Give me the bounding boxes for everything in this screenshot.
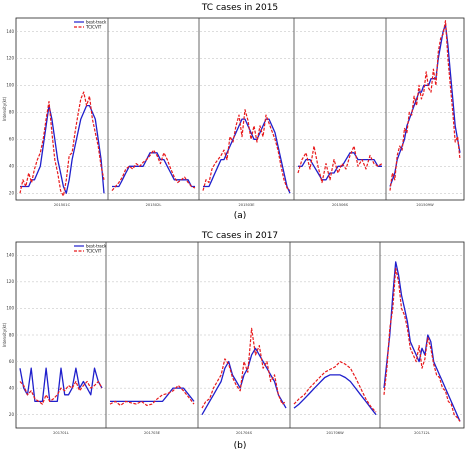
panel-label-201704S: 201704S — [236, 431, 253, 435]
series-line-best-track-201506S — [298, 152, 382, 181]
series-line-best-track-201706W — [293, 374, 377, 416]
y-tick-label-0-2: 60 — [9, 137, 15, 142]
y-tick-label-1-5: 120 — [6, 279, 14, 284]
panel-label-201502L: 201502L — [146, 203, 162, 207]
y-axis-label-1: Intensity(kt) — [2, 322, 7, 347]
series-line-best-track-201712L — [383, 261, 461, 422]
series-line-best-track-201503E — [203, 118, 291, 194]
y-tick-label-1-6: 140 — [6, 253, 14, 258]
y-tick-label-1-0: 20 — [9, 412, 15, 417]
panel-label-201506S: 201506S — [332, 203, 349, 207]
caption-0: (a) — [234, 211, 247, 221]
panel-label-201712L: 201712L — [414, 431, 430, 435]
series-line-TCICVIT-201503E — [202, 109, 291, 192]
y-tick-label-1-2: 60 — [9, 359, 15, 364]
legend-label-best-track: best-track — [86, 19, 107, 24]
panel-label-201503E: 201503E — [239, 203, 256, 207]
legend-label-TCICVIT: TCICVIT — [85, 248, 102, 253]
y-axis-label-0: Intensity(kt) — [2, 96, 7, 121]
series-line-best-track-201501C — [20, 104, 105, 194]
legend-label-TCICVIT: TCICVIT — [85, 24, 102, 29]
series-line-TCICVIT-201712L — [383, 268, 461, 422]
y-tick-label-1-4: 100 — [6, 306, 14, 311]
y-tick-label-1-1: 40 — [9, 385, 15, 390]
panel-label-201703E: 201703E — [144, 431, 161, 435]
panel-label-201701L: 201701L — [53, 431, 69, 435]
y-tick-label-0-5: 120 — [6, 56, 14, 61]
series-line-best-track-201704S — [201, 347, 287, 416]
caption-1: (b) — [234, 441, 247, 451]
series-line-TCICVIT-201703E — [109, 384, 195, 406]
series-line-TCICVIT-201509W — [389, 20, 461, 191]
y-tick-label-0-0: 20 — [9, 191, 15, 196]
y-tick-label-0-4: 100 — [6, 83, 14, 88]
series-line-TCICVIT-201706W — [293, 361, 377, 413]
series-line-TCICVIT-201506S — [297, 145, 383, 184]
panel-label-201706W: 201706W — [326, 431, 344, 435]
series-line-best-track-201502L — [112, 152, 195, 188]
plot-frame-0 — [15, 17, 465, 201]
panel-label-201509W: 201509W — [416, 203, 434, 207]
y-tick-label-0-3: 80 — [9, 110, 15, 115]
y-tick-label-0-6: 140 — [6, 29, 14, 34]
series-line-TCICVIT-201701L — [19, 380, 103, 405]
chart-title-1: TC cases in 2017 — [201, 231, 278, 241]
series-line-best-track-201509W — [389, 24, 461, 187]
series-line-TCICVIT-201704S — [201, 327, 287, 409]
panel-label-201501C: 201501C — [54, 203, 71, 207]
series-line-TCICVIT-201502L — [111, 149, 196, 191]
series-line-TCICVIT-201501C — [19, 91, 105, 197]
chart-title-0: TC cases in 2015 — [201, 3, 278, 13]
legend-label-best-track: best-track — [86, 243, 107, 248]
series-line-best-track-201703E — [110, 387, 195, 403]
series-line-best-track-201701L — [19, 367, 103, 403]
y-tick-label-0-1: 40 — [9, 164, 15, 169]
y-tick-label-1-3: 80 — [9, 332, 15, 337]
